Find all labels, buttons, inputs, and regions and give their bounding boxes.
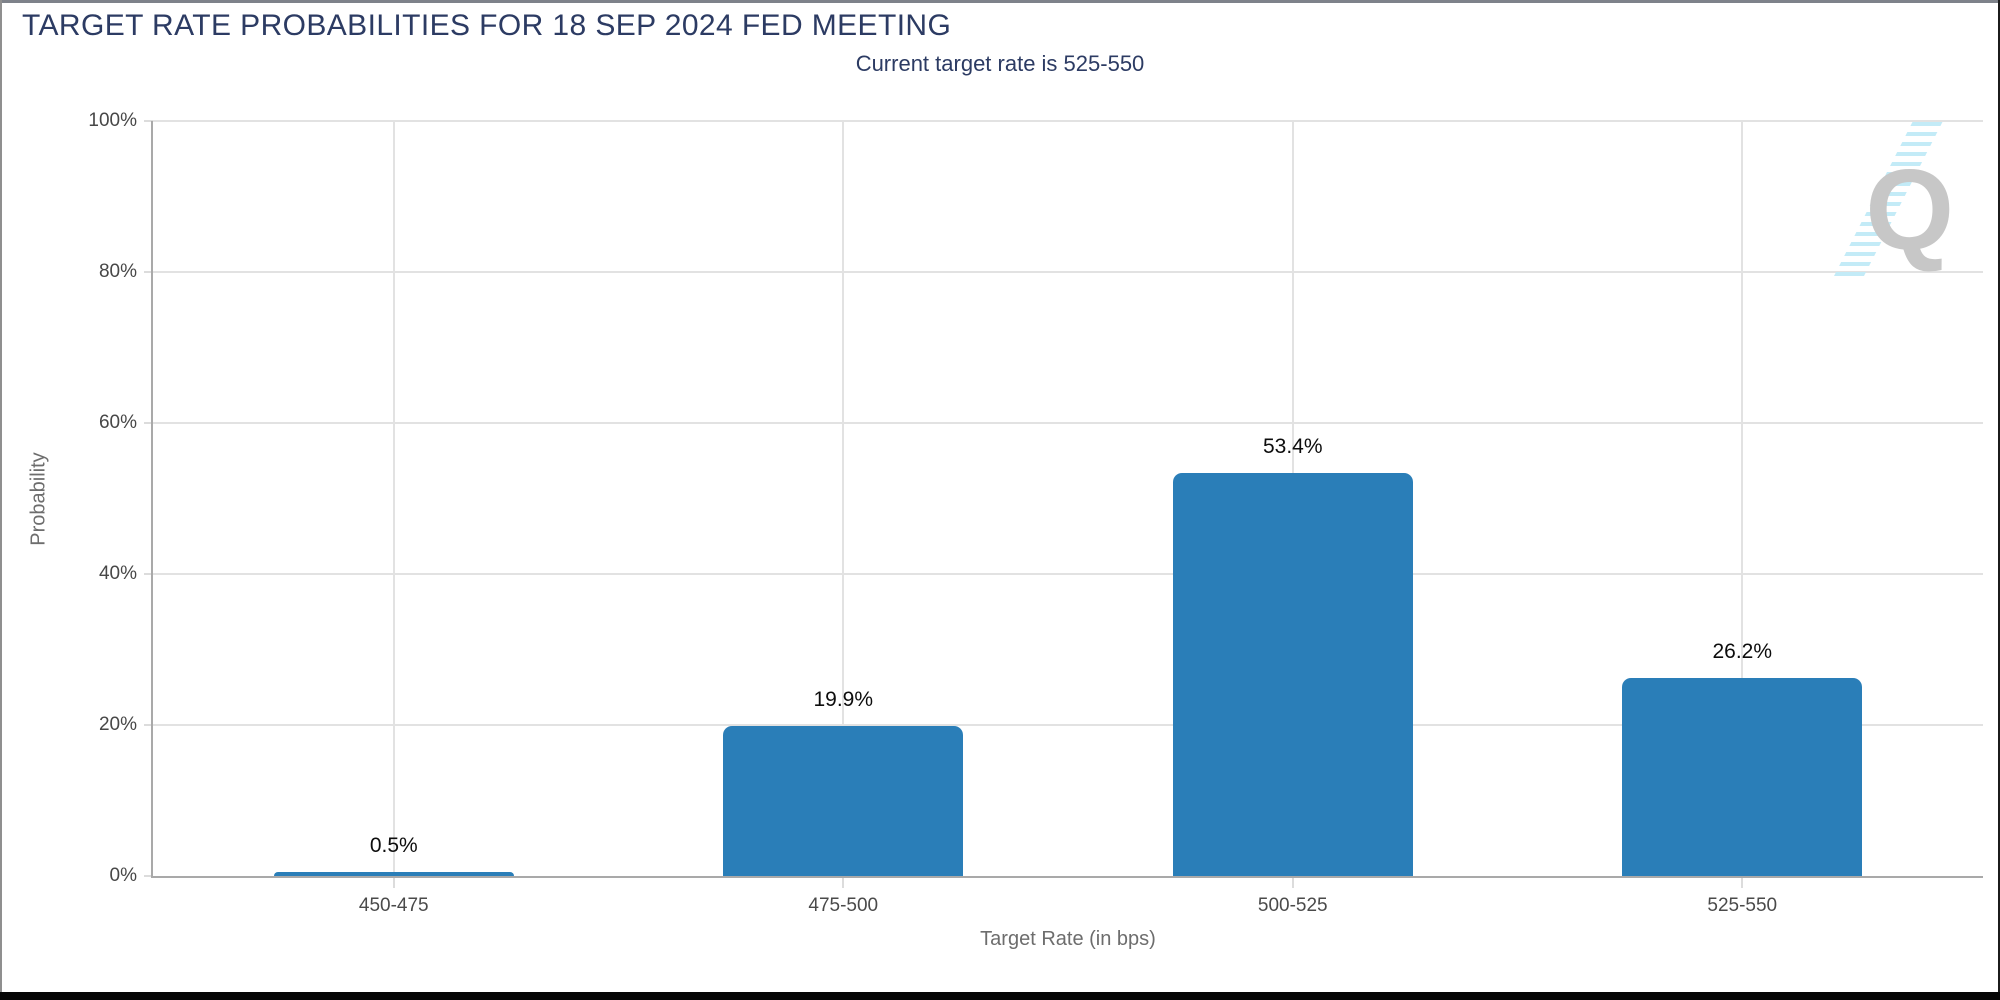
y-gridline xyxy=(145,271,1983,273)
x-tick-label: 500-525 xyxy=(1257,895,1328,916)
x-gridline xyxy=(842,121,845,876)
y-tick-label: 0% xyxy=(109,865,137,886)
x-tick xyxy=(842,876,845,888)
x-tick xyxy=(1291,876,1294,888)
y-tick xyxy=(144,724,153,726)
y-axis-line xyxy=(151,121,153,878)
bar-525-550[interactable] xyxy=(1622,678,1863,876)
y-tick-label: 100% xyxy=(88,110,137,131)
x-axis-title: Target Rate (in bps) xyxy=(980,928,1156,950)
bar-value-label: 26.2% xyxy=(1712,640,1773,664)
y-gridline xyxy=(145,120,1983,122)
window-border-left xyxy=(0,0,2,1000)
y-tick xyxy=(144,120,153,122)
y-tick-label: 20% xyxy=(98,714,137,735)
plot-area: Target Rate (in bps) 0% 20% 40% 60% 80% 100% 0… xyxy=(88,110,1983,950)
bar-450-475[interactable] xyxy=(273,872,514,876)
y-tick xyxy=(144,271,153,273)
x-tick-label: 450-475 xyxy=(358,895,429,916)
y-tick xyxy=(144,875,153,877)
y-axis-title: Probability xyxy=(27,452,50,546)
x-tick-label: 475-500 xyxy=(808,895,879,916)
x-gridline xyxy=(1741,121,1744,876)
y-tick-label: 80% xyxy=(98,261,137,282)
x-tick-label: 525-550 xyxy=(1707,895,1778,916)
x-gridline xyxy=(392,121,395,876)
y-gridline xyxy=(145,573,1983,575)
x-axis-line xyxy=(151,876,1983,878)
y-tick-label: 40% xyxy=(98,563,137,584)
x-tick xyxy=(392,876,395,888)
y-gridline xyxy=(145,724,1983,726)
window-border-bottom xyxy=(0,992,2000,1000)
logo-watermark: Q xyxy=(1806,118,1958,286)
logo-q-icon: Q xyxy=(1865,147,1954,274)
bar-value-label: 0.5% xyxy=(369,834,418,858)
x-tick xyxy=(1741,876,1744,888)
window-border-top xyxy=(0,0,2000,3)
y-tick-label: 60% xyxy=(98,412,137,433)
window-border-right xyxy=(1998,0,2000,1000)
y-gridline xyxy=(145,422,1983,424)
bar-value-label: 53.4% xyxy=(1262,434,1323,458)
y-tick xyxy=(144,573,153,575)
chart-subtitle: Current target rate is 525-550 xyxy=(855,51,1145,76)
bar-value-label: 19.9% xyxy=(813,687,874,711)
bar-500-525[interactable] xyxy=(1172,472,1413,876)
y-tick xyxy=(144,422,153,424)
bar-475-500[interactable] xyxy=(723,725,964,876)
chart-title: TARGET RATE PROBABILITIES FOR 18 SEP 202… xyxy=(22,9,952,42)
